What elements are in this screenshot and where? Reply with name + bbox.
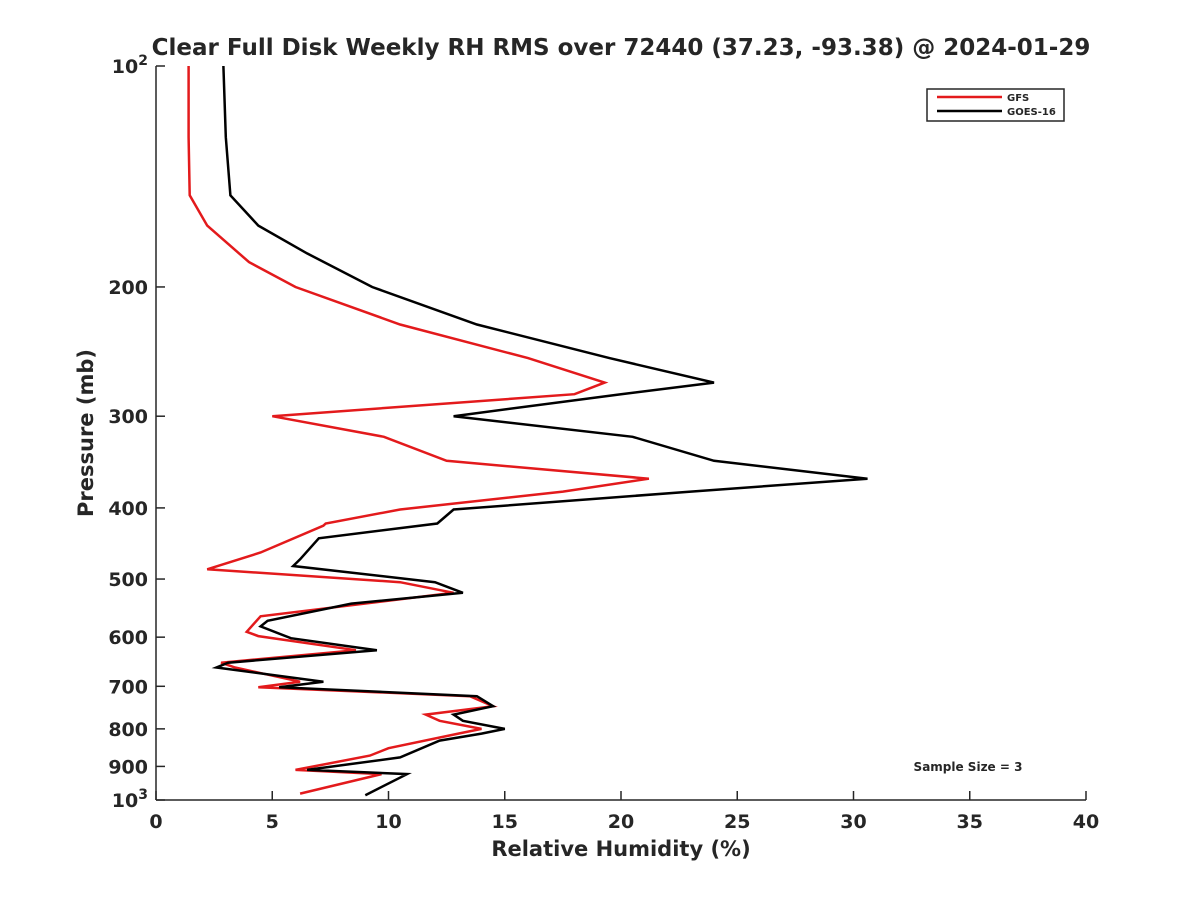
- y-tick-label: 700: [108, 676, 148, 698]
- legend-box: [926, 88, 1065, 122]
- x-tick-label: 35: [957, 811, 983, 833]
- x-tick-label: 5: [266, 811, 279, 833]
- x-tick-label: 15: [492, 811, 518, 833]
- y-tick-label: 103: [112, 787, 148, 812]
- y-tick-label: 600: [108, 627, 148, 649]
- y-tick-label: 900: [108, 756, 148, 778]
- series-lines: [187, 65, 868, 797]
- y-tick-label: 500: [108, 569, 148, 591]
- y-tick-label: 800: [108, 719, 148, 741]
- x-tick-label: 30: [840, 811, 866, 833]
- x-tick-label: 20: [608, 811, 634, 833]
- legend-label-gfs: GFS: [1007, 93, 1029, 104]
- x-axis: 0 5 10 15 20 25 30 35 40: [149, 791, 1099, 833]
- legend-label-goes16: GOES-16: [1007, 107, 1056, 118]
- y-tick-label: 102: [112, 53, 148, 78]
- y-tick-label: 300: [108, 406, 148, 428]
- x-axis-label: Relative Humidity (%): [491, 837, 750, 861]
- sample-size-annotation: Sample Size = 3: [914, 760, 1023, 774]
- y-tick-label: 200: [108, 277, 148, 299]
- x-tick-label: 40: [1073, 811, 1099, 833]
- x-tick-label: 10: [375, 811, 401, 833]
- series-line-1: [211, 65, 868, 797]
- legend: GFS GOES-16: [926, 88, 1065, 122]
- y-axis: 102 200 300 400 500 600 700 800 900 103: [108, 53, 165, 812]
- y-axis-label: Pressure (mb): [74, 349, 98, 517]
- chart-title: Clear Full Disk Weekly RH RMS over 72440…: [152, 35, 1091, 61]
- series-line-0: [187, 66, 650, 795]
- x-tick-label: 25: [724, 811, 750, 833]
- y-tick-label: 400: [108, 498, 148, 520]
- x-tick-label: 0: [149, 811, 162, 833]
